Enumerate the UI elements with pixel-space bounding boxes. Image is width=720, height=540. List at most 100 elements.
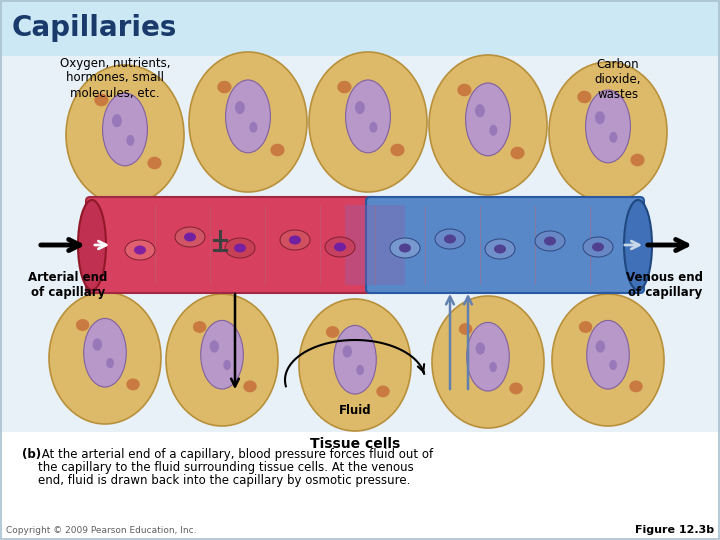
Ellipse shape	[337, 80, 351, 93]
Ellipse shape	[271, 144, 284, 156]
Ellipse shape	[429, 55, 547, 195]
Ellipse shape	[234, 244, 246, 253]
Ellipse shape	[343, 345, 352, 357]
FancyBboxPatch shape	[86, 197, 379, 293]
Ellipse shape	[549, 62, 667, 202]
Ellipse shape	[459, 323, 472, 335]
Polygon shape	[345, 205, 405, 285]
Ellipse shape	[579, 321, 593, 333]
Ellipse shape	[552, 294, 664, 426]
Text: Venous end
of capillary: Venous end of capillary	[626, 271, 703, 299]
Ellipse shape	[624, 200, 652, 290]
Text: Oxygen, nutrients,
hormones, small
molecules, etc.: Oxygen, nutrients, hormones, small molec…	[60, 57, 170, 99]
Text: the capillary to the fluid surrounding tissue cells. At the venous: the capillary to the fluid surrounding t…	[38, 461, 414, 474]
Ellipse shape	[280, 230, 310, 250]
Ellipse shape	[166, 294, 278, 426]
Ellipse shape	[583, 237, 613, 257]
Ellipse shape	[432, 296, 544, 428]
Ellipse shape	[148, 157, 161, 170]
Text: At the arterial end of a capillary, blood pressure forces fluid out of: At the arterial end of a capillary, bloo…	[38, 448, 433, 461]
Ellipse shape	[93, 338, 102, 350]
Text: Arterial end
of capillary: Arterial end of capillary	[28, 271, 108, 299]
Ellipse shape	[585, 90, 631, 163]
Ellipse shape	[66, 65, 184, 205]
Ellipse shape	[225, 238, 255, 258]
Ellipse shape	[189, 52, 307, 192]
FancyBboxPatch shape	[0, 0, 720, 56]
Ellipse shape	[134, 246, 146, 254]
Ellipse shape	[592, 242, 604, 252]
Ellipse shape	[112, 114, 122, 127]
Ellipse shape	[435, 229, 465, 249]
Ellipse shape	[631, 154, 644, 166]
Ellipse shape	[544, 237, 556, 246]
Ellipse shape	[125, 240, 155, 260]
Text: Capillaries: Capillaries	[12, 14, 177, 42]
Ellipse shape	[587, 320, 629, 389]
Ellipse shape	[334, 326, 377, 394]
Ellipse shape	[355, 101, 365, 114]
Ellipse shape	[217, 80, 232, 93]
FancyBboxPatch shape	[0, 56, 720, 432]
Ellipse shape	[490, 125, 498, 136]
Ellipse shape	[577, 91, 592, 103]
Ellipse shape	[201, 320, 243, 389]
Ellipse shape	[225, 80, 271, 153]
Text: (b): (b)	[22, 448, 41, 461]
Ellipse shape	[457, 84, 472, 96]
Ellipse shape	[243, 381, 257, 393]
Ellipse shape	[210, 340, 219, 353]
Ellipse shape	[309, 52, 427, 192]
Ellipse shape	[223, 360, 231, 370]
Ellipse shape	[126, 379, 140, 390]
Ellipse shape	[476, 342, 485, 355]
Ellipse shape	[490, 362, 497, 372]
Ellipse shape	[107, 358, 114, 368]
Ellipse shape	[390, 144, 405, 156]
Ellipse shape	[390, 238, 420, 258]
Text: Figure 12.3b: Figure 12.3b	[635, 525, 714, 535]
Ellipse shape	[193, 321, 207, 333]
Ellipse shape	[346, 80, 390, 153]
Text: Tissue cells: Tissue cells	[310, 437, 400, 451]
Ellipse shape	[326, 326, 339, 338]
Ellipse shape	[175, 227, 205, 247]
FancyBboxPatch shape	[366, 197, 644, 293]
Ellipse shape	[377, 386, 390, 397]
Ellipse shape	[467, 322, 509, 391]
Ellipse shape	[249, 122, 258, 133]
Ellipse shape	[49, 292, 161, 424]
Ellipse shape	[629, 381, 643, 393]
Ellipse shape	[535, 231, 565, 251]
Ellipse shape	[334, 242, 346, 252]
Ellipse shape	[78, 200, 106, 290]
Ellipse shape	[595, 111, 605, 124]
Ellipse shape	[494, 245, 506, 253]
Ellipse shape	[235, 101, 245, 114]
Ellipse shape	[102, 93, 148, 166]
Text: Copyright © 2009 Pearson Education, Inc.: Copyright © 2009 Pearson Education, Inc.	[6, 526, 197, 535]
Ellipse shape	[184, 233, 196, 241]
Ellipse shape	[356, 365, 364, 375]
Ellipse shape	[84, 319, 126, 387]
Ellipse shape	[510, 147, 525, 159]
Text: Fluid: Fluid	[338, 403, 372, 416]
Ellipse shape	[299, 299, 411, 431]
Ellipse shape	[509, 382, 523, 394]
Ellipse shape	[466, 83, 510, 156]
Text: end, fluid is drawn back into the capillary by osmotic pressure.: end, fluid is drawn back into the capill…	[38, 474, 410, 487]
Ellipse shape	[325, 237, 355, 257]
Ellipse shape	[76, 319, 89, 331]
Ellipse shape	[609, 132, 618, 143]
Ellipse shape	[485, 239, 515, 259]
Ellipse shape	[609, 360, 617, 370]
Ellipse shape	[126, 135, 135, 146]
Ellipse shape	[444, 234, 456, 244]
Text: Carbon
dioxide,
wastes: Carbon dioxide, wastes	[595, 58, 642, 102]
Ellipse shape	[595, 340, 605, 353]
Ellipse shape	[289, 235, 301, 245]
Ellipse shape	[475, 104, 485, 117]
Ellipse shape	[369, 122, 377, 133]
Ellipse shape	[399, 244, 411, 253]
Ellipse shape	[94, 94, 109, 106]
